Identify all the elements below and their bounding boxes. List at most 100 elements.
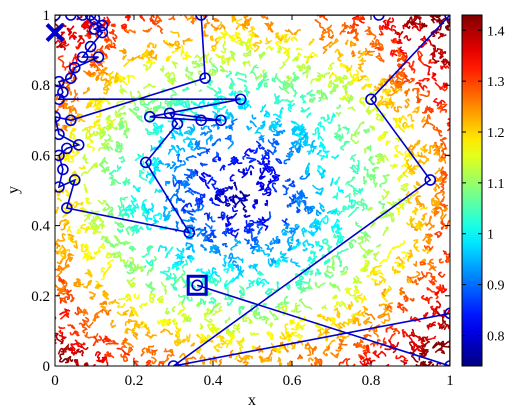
contour-line <box>252 39 263 52</box>
contour-line <box>174 252 183 260</box>
contour-line <box>73 358 79 364</box>
contour-line <box>392 38 402 45</box>
contour-line <box>319 153 329 161</box>
contour-line <box>360 83 367 90</box>
contour-line <box>277 304 288 314</box>
contour-line <box>282 81 290 94</box>
contour-line <box>55 268 61 272</box>
contour-line <box>220 40 227 54</box>
contour-line <box>399 174 409 179</box>
contour-line <box>228 349 234 359</box>
contour-line <box>116 347 131 356</box>
contour-line <box>198 89 203 92</box>
contour-line <box>107 71 114 84</box>
contour-line <box>362 316 373 325</box>
contour-line <box>359 360 366 366</box>
colorbar-tick-label: 1.3 <box>487 75 505 90</box>
contour-line <box>159 328 174 336</box>
contour-line <box>104 44 111 51</box>
contour-line <box>404 150 413 161</box>
contour-line <box>407 275 419 286</box>
contour-line <box>267 258 275 267</box>
contour-line <box>410 60 416 74</box>
contour-line <box>160 353 175 364</box>
contour-line <box>400 163 413 171</box>
contour-line <box>242 22 249 30</box>
contour-line <box>275 40 283 50</box>
contour-line <box>428 59 434 64</box>
contour-line <box>292 56 299 62</box>
contour-line <box>84 33 91 39</box>
contour-line <box>352 164 360 174</box>
contour-line <box>274 281 280 292</box>
contour-line <box>275 257 283 265</box>
contour-line <box>63 219 70 226</box>
contour-line <box>327 112 336 124</box>
contour-line <box>440 177 447 184</box>
x-tick-label: 0.6 <box>283 373 302 389</box>
contour-line <box>438 152 444 162</box>
contour-line <box>283 36 291 43</box>
colorbar-tick-label: 1 <box>487 228 494 243</box>
contour-line <box>165 273 177 281</box>
contour-line <box>243 84 248 94</box>
contour-line <box>335 248 349 258</box>
contour-line <box>203 318 213 324</box>
contour-line <box>426 287 439 300</box>
contour-line <box>253 147 259 154</box>
contour-line <box>438 156 447 164</box>
contour-line <box>306 112 312 119</box>
contour-line <box>63 154 75 163</box>
contour-line <box>242 101 250 111</box>
contour-line <box>297 133 307 146</box>
contour-line <box>437 50 447 59</box>
contour-line <box>283 99 294 104</box>
contour-line <box>234 347 243 360</box>
contour-line <box>440 207 448 221</box>
contour-line <box>134 153 144 162</box>
contour-line <box>153 106 160 112</box>
contour-line <box>173 40 180 48</box>
contour-line <box>436 18 445 25</box>
contour-line <box>205 134 213 145</box>
path-point <box>55 149 65 162</box>
contour-line <box>70 339 78 352</box>
contour-line <box>99 129 107 138</box>
contour-line <box>407 249 413 258</box>
contour-line <box>192 103 203 110</box>
contour-line <box>94 99 103 107</box>
contour-line <box>217 56 227 65</box>
contour-line <box>302 247 308 252</box>
contour-line <box>223 267 230 274</box>
contour-line <box>238 104 244 110</box>
contour-line <box>60 204 72 213</box>
y-tick-label: 1 <box>43 8 51 24</box>
contour-line <box>271 174 281 182</box>
contour-line <box>76 15 83 21</box>
contour-line <box>415 180 422 187</box>
contour-line <box>337 338 348 350</box>
contour-line <box>290 258 301 268</box>
contour-line <box>262 349 277 362</box>
contour-line <box>88 118 101 128</box>
contour-line <box>420 341 429 348</box>
contour-line <box>397 202 405 213</box>
path-point <box>195 15 207 21</box>
contour-line <box>317 135 324 142</box>
contour-line <box>375 113 383 121</box>
contour-line <box>245 44 252 51</box>
contour-line <box>302 140 308 147</box>
contour-line <box>244 41 251 50</box>
contour-line <box>422 145 429 153</box>
contour-line <box>288 194 296 202</box>
path-point <box>65 72 77 84</box>
contour-line <box>355 339 364 346</box>
contour-line <box>251 114 257 120</box>
path-point <box>55 128 65 141</box>
contour-line <box>80 166 94 177</box>
contour-line <box>346 64 353 73</box>
contour-line <box>285 333 292 342</box>
contour-line <box>66 225 72 233</box>
contour-line <box>85 101 93 109</box>
contour-line <box>344 93 350 100</box>
